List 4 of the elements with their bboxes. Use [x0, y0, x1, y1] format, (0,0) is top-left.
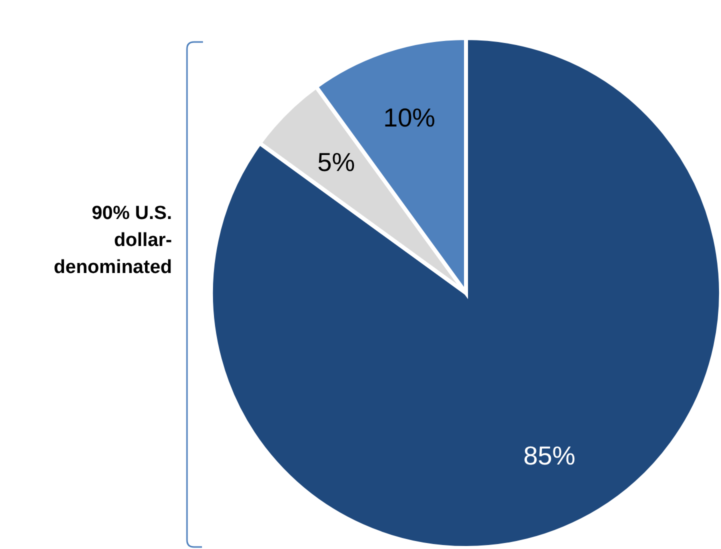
data-label: 5% — [317, 147, 355, 178]
data-label: 10% — [383, 102, 436, 132]
text: 90% U.S. dollar-denominated — [52, 202, 172, 280]
data-label: 85% — [523, 440, 576, 471]
